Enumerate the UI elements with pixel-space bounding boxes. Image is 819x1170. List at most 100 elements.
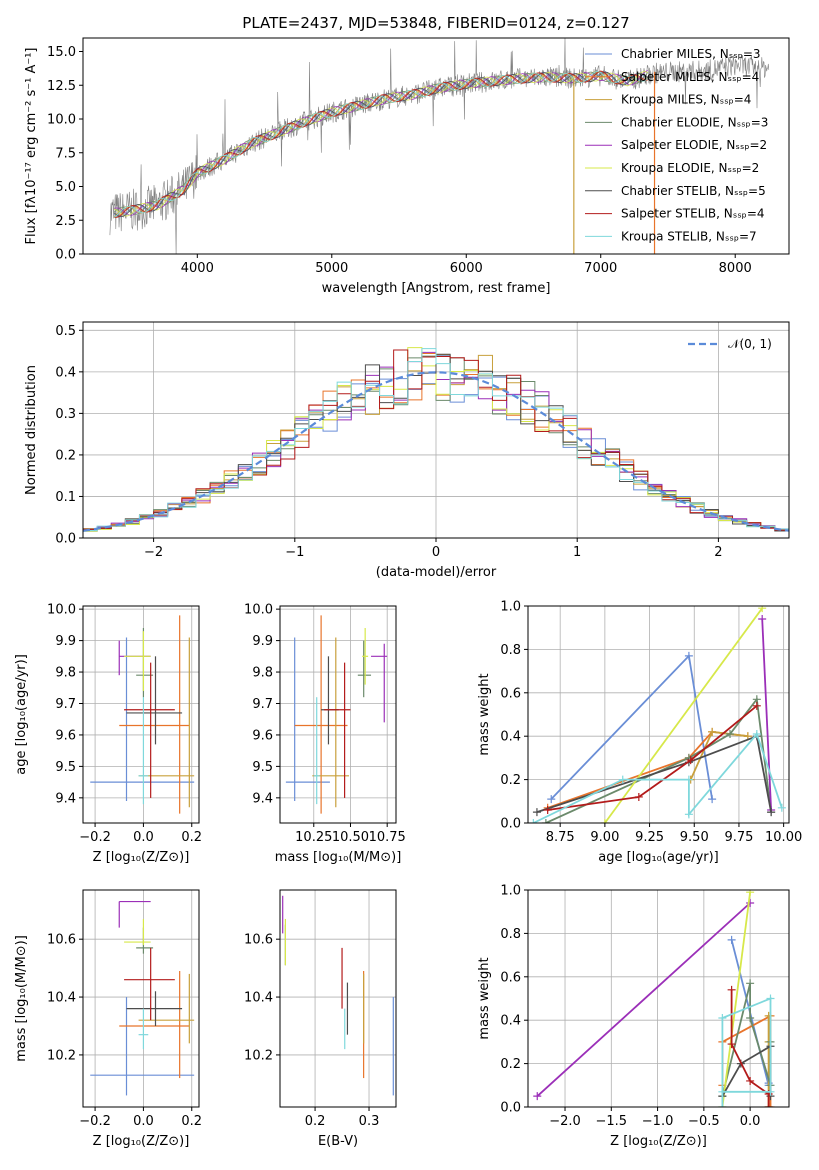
x-tick-label: −1 <box>285 545 304 560</box>
weight-marker <box>726 730 735 739</box>
weight-marker <box>766 994 775 1003</box>
weight-marker <box>718 1103 727 1107</box>
weight-marker <box>547 795 556 804</box>
chart-0: 4000 5000 6000 7000 8000 0.0 2.5 5.0 7.5 10.0 12.5… <box>24 37 790 296</box>
y-tick-label: 0.0 <box>55 248 76 263</box>
weight-marker <box>752 701 761 710</box>
y-tick-label: 9.9 <box>55 634 76 649</box>
x-tick-label: 10.75 <box>369 830 406 845</box>
x-tick-label: 8.75 <box>546 830 575 845</box>
weight-marker <box>727 1040 736 1049</box>
axes-frame <box>82 37 790 255</box>
x-tick-label: 10.50 <box>332 830 369 845</box>
x-axis-label: Z [log₁₀(Z/Z⊙)] <box>93 1134 190 1149</box>
x-tick-label: 0.2 <box>181 830 202 845</box>
weight-marker <box>543 805 552 814</box>
weight-line-3 <box>545 697 772 823</box>
x-tick-label: 9.00 <box>590 830 619 845</box>
legend-entry: Kroupa MILES, Nₛₛₚ=4 <box>621 93 751 107</box>
weight-line-1 <box>547 730 749 809</box>
chart-1: −2 −1 0 1 2 0.0 0.1 0.2 0.3 0.4 0.5 (data-model)/er… <box>24 321 790 580</box>
y-axis-label: mass [log₁₀(M/M⊙)] <box>14 935 29 1062</box>
weight-marker <box>718 1014 727 1023</box>
histogram-8 <box>83 348 789 538</box>
chart-6: 0.2 0.3 10.2 10.4 10.6 E(B-V) <box>244 889 397 1149</box>
figure-title: PLATE=2437, MJD=53848, FIBERID=0124, z=0… <box>242 14 629 32</box>
y-tick-label: 5.0 <box>55 180 76 195</box>
x-tick-label: 10.00 <box>765 830 802 845</box>
y-tick-label: 0.2 <box>500 773 521 788</box>
weight-line-5 <box>721 892 751 1107</box>
axes-frame <box>82 605 200 824</box>
y-tick-label: 0.6 <box>500 970 521 985</box>
y-tick-label: 9.6 <box>252 728 273 743</box>
x-tick-label: 5000 <box>315 261 348 276</box>
y-tick-label: 10.2 <box>244 1048 273 1063</box>
x-axis-label: age [log₁₀(age/yr)] <box>598 850 719 865</box>
x-tick-label: −0.2 <box>79 1114 111 1129</box>
model-curve-7 <box>113 70 648 218</box>
y-tick-label: 0.5 <box>55 324 76 339</box>
x-tick-label: −1.0 <box>642 1114 674 1129</box>
y-tick-label: 0.4 <box>55 365 76 380</box>
x-axis-label: mass [log₁₀(M/M⊙)] <box>275 850 402 865</box>
y-axis-label: Flux [fλ10⁻¹⁷ erg cm⁻² s⁻¹ A⁻¹] <box>24 48 39 245</box>
weight-marker <box>727 985 736 994</box>
axes-frame <box>82 889 200 1108</box>
weight-marker <box>766 1103 775 1107</box>
x-tick-label: 7000 <box>584 261 617 276</box>
x-axis-label: Z [log₁₀(Z/Z⊙)] <box>93 850 190 865</box>
weight-marker <box>727 935 736 944</box>
y-tick-label: 0.1 <box>55 490 76 505</box>
y-tick-label: 0.4 <box>500 1014 521 1029</box>
x-tick-label: 9.75 <box>724 830 753 845</box>
weight-line-4 <box>536 902 751 1097</box>
legend-entry: 𝒩(0, 1) <box>728 337 772 351</box>
x-tick-label: 0 <box>432 545 440 560</box>
x-tick-label: 9.25 <box>635 830 664 845</box>
weight-marker <box>752 730 761 739</box>
y-tick-label: 9.6 <box>55 728 76 743</box>
x-axis-label: wavelength [Angstrom, rest frame] <box>322 281 551 296</box>
axes-frame <box>279 605 397 824</box>
y-tick-label: 0.0 <box>55 532 76 547</box>
y-tick-label: 0.8 <box>500 927 521 942</box>
legend-entry: Chabrier ELODIE, Nₛₛₚ=3 <box>621 115 768 129</box>
x-axis-label: E(B-V) <box>318 1134 358 1149</box>
weight-line-8 <box>533 732 783 823</box>
x-axis-label: Z [log₁₀(Z/Z⊙)] <box>610 1134 707 1149</box>
x-tick-label: −2.0 <box>549 1114 581 1129</box>
weight-line-5 <box>604 607 763 823</box>
weight-marker <box>718 1087 727 1096</box>
x-tick-label: −1.5 <box>596 1114 628 1129</box>
y-tick-label: 10.4 <box>47 991 76 1006</box>
legend-entry: Salpeter STELIB, Nₛₛₚ=4 <box>621 207 765 221</box>
y-tick-label: 10.6 <box>244 933 273 948</box>
weight-marker <box>533 1092 542 1101</box>
y-tick-label: 10.4 <box>244 991 273 1006</box>
weight-marker <box>746 890 755 897</box>
y-tick-label: 15.0 <box>47 45 76 60</box>
model-curve-8 <box>113 71 649 218</box>
weight-marker <box>529 819 538 823</box>
weight-line-7 <box>547 705 758 811</box>
y-tick-label: 2.5 <box>55 214 76 229</box>
y-tick-label: 9.4 <box>252 791 273 806</box>
x-tick-label: 2 <box>714 545 722 560</box>
legend-entry: Salpeter ELODIE, Nₛₛₚ=2 <box>621 138 767 152</box>
y-tick-label: 7.5 <box>55 146 76 161</box>
weight-marker <box>532 808 541 817</box>
chart-7: −2.0 −1.5 −1.0 −0.5 0.0 0.0 0.2 0.4 0.6 0.8 1.0 Z [… <box>477 884 790 1149</box>
x-tick-label: 0.0 <box>133 830 154 845</box>
y-tick-label: 9.8 <box>55 666 76 681</box>
weight-marker <box>684 810 693 819</box>
weight-marker <box>708 727 717 736</box>
y-tick-label: 0.0 <box>500 1101 521 1116</box>
y-tick-label: 1.0 <box>500 600 521 615</box>
weight-marker <box>746 1076 755 1085</box>
weight-marker <box>686 756 695 765</box>
y-tick-label: 0.3 <box>55 407 76 422</box>
axes-frame <box>279 889 397 1108</box>
weight-marker <box>767 808 776 817</box>
